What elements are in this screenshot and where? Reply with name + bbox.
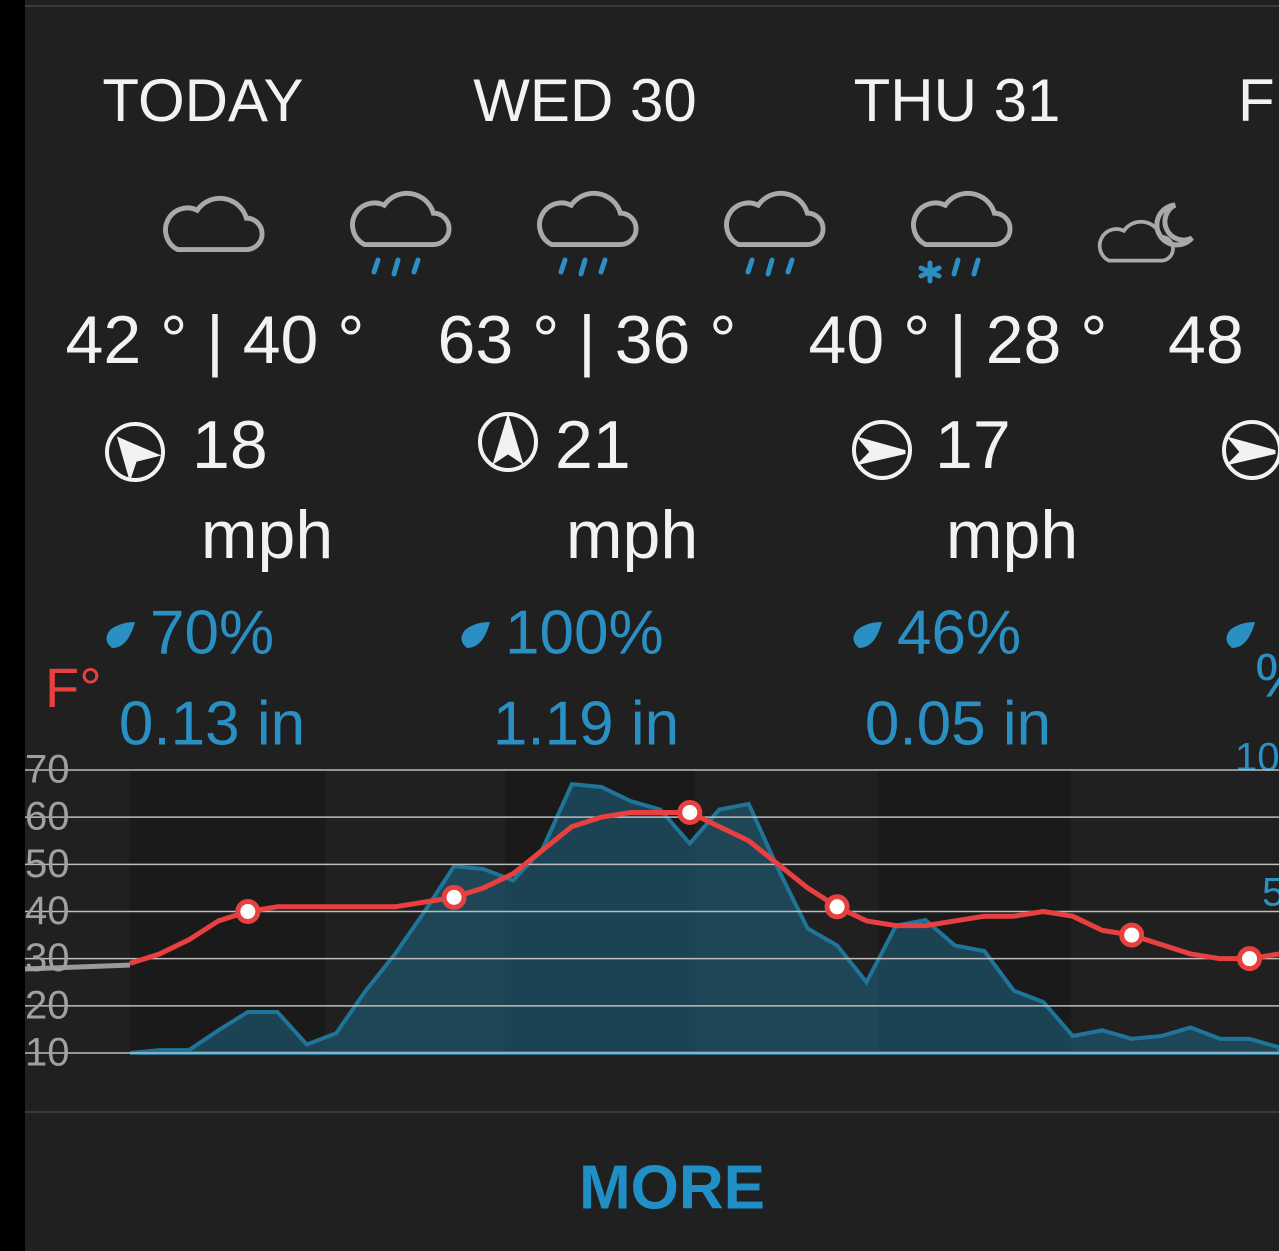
y-axis-label: F° xyxy=(45,656,102,719)
temperature-line xyxy=(129,809,1279,966)
right-axis-label: 10 xyxy=(1235,736,1279,780)
wind-unit: mph xyxy=(946,497,1078,573)
y-tick-label: 20 xyxy=(25,983,70,1027)
temperature-point xyxy=(235,899,261,924)
y-tick-label: 30 xyxy=(25,936,70,980)
wind-speed: 18 xyxy=(192,407,268,483)
precip-chance: % xyxy=(1255,641,1279,710)
temperature-point xyxy=(824,894,850,920)
y-tick-label: 60 xyxy=(25,795,70,839)
snow-drops xyxy=(918,257,981,284)
cloud-icon xyxy=(166,198,263,249)
more-button[interactable]: MORE xyxy=(579,1153,765,1222)
drop-icons xyxy=(106,622,1255,648)
precip-chance: 100% xyxy=(505,598,664,667)
moon-icon xyxy=(1154,202,1194,248)
rain-icon xyxy=(540,193,637,244)
temperature-point xyxy=(1119,922,1145,948)
precip-amount: 0.05 in xyxy=(865,689,1051,758)
y-tick-label: 70 xyxy=(25,748,70,792)
history-line xyxy=(24,962,131,972)
wind-unit: mph xyxy=(566,497,698,573)
right-axis-label: 5 xyxy=(1262,871,1279,915)
weather-icons xyxy=(166,193,1194,284)
y-tick-label: 40 xyxy=(25,889,70,933)
precip-area xyxy=(129,782,1279,1055)
snow-rain-icon xyxy=(914,193,1011,244)
precip-chance: 46% xyxy=(897,598,1021,667)
rain-icon xyxy=(353,193,450,244)
precip-amount: 1.19 in xyxy=(493,689,679,758)
day-label: F xyxy=(1238,67,1275,134)
temperature-range: 42 ° | 40 ° xyxy=(66,302,365,378)
wind-icons xyxy=(105,412,1279,482)
day-label: WED 30 xyxy=(473,67,696,134)
rain-drops xyxy=(558,257,608,277)
temperature-point xyxy=(1237,946,1263,972)
day-label: THU 31 xyxy=(854,67,1061,134)
rain-drops xyxy=(371,257,421,277)
y-tick-label: 10 xyxy=(25,1031,70,1075)
precip-chance: 70% xyxy=(150,598,274,667)
rain-drops xyxy=(745,257,795,277)
temperature-range: 48 xyxy=(1168,302,1244,378)
left-edge xyxy=(0,0,25,1251)
day-label: TODAY xyxy=(102,67,303,134)
rain-icon xyxy=(727,193,824,244)
temperature-point xyxy=(441,884,467,910)
wind-unit: mph xyxy=(201,497,333,573)
y-tick-label: 50 xyxy=(25,842,70,886)
temperature-range: 63 ° | 36 ° xyxy=(438,302,737,378)
precip-amount: 0.13 in xyxy=(119,689,305,758)
wind-speed: 21 xyxy=(555,407,631,483)
temperature-point xyxy=(677,799,703,825)
temperature-range: 40 ° | 28 ° xyxy=(809,302,1108,378)
wind-speed: 17 xyxy=(935,407,1011,483)
